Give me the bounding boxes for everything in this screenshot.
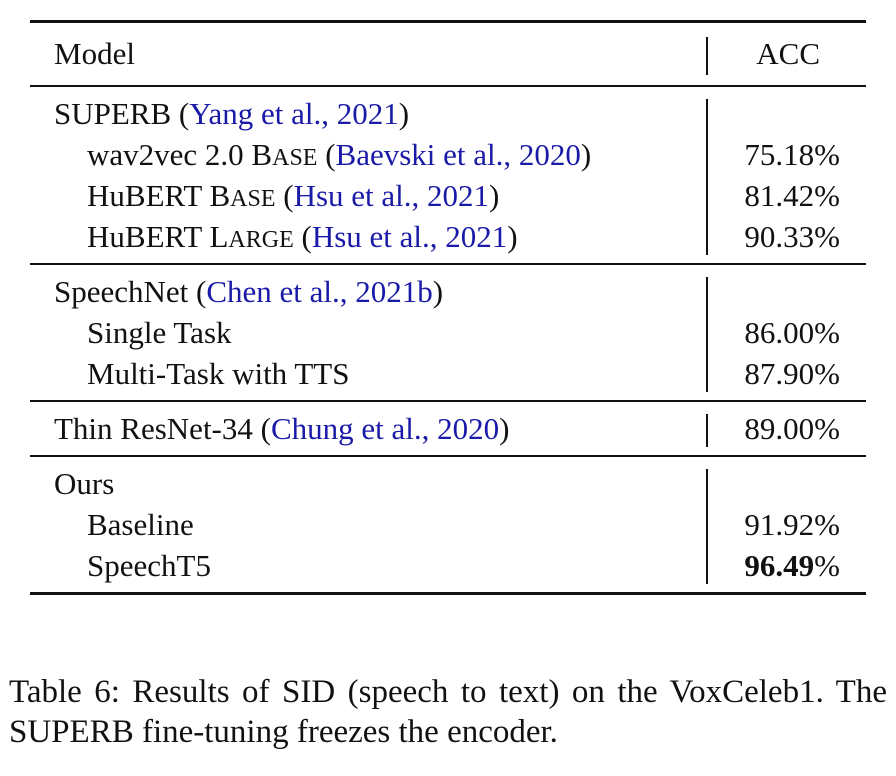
header-model: Model [54, 36, 135, 71]
bottom-rule [30, 592, 866, 595]
group-rule [30, 400, 866, 402]
table-row: Baseline 91.92% [30, 504, 866, 545]
model-name: wav2vec 2.0 [87, 137, 244, 172]
header-acc: ACC [756, 36, 820, 71]
citation-link[interactable]: Hsu et al., 2021 [293, 178, 490, 213]
group-title: Ours [54, 466, 115, 501]
table-row: wav2vec 2.0 BASE (Baevski et al., 2020) … [30, 134, 866, 175]
top-rule [30, 20, 866, 23]
citation-link[interactable]: Hsu et al., 2021 [311, 219, 508, 254]
group-title-row: SpeechNet (Chen et al., 2021b) [54, 274, 444, 309]
header-row: Model ACC [30, 23, 866, 85]
group-title-row: SUPERB (Yang et al., 2021) [54, 96, 410, 131]
group-thin-resnet: Thin ResNet-34 (Chung et al., 2020) 89.0… [30, 402, 866, 455]
table-row: HuBERT LARGE (Hsu et al., 2021) 90.33% [30, 216, 866, 257]
citation-link[interactable]: Chen et al., 2021b [206, 274, 433, 309]
model-variant-rest: ASE [230, 186, 276, 212]
group-title: SUPERB [54, 96, 172, 131]
group-rule [30, 263, 866, 265]
results-table: Model ACC SUPERB (Yang et al., 2021) wav… [30, 20, 866, 595]
acc-number-bold: 96.49 [744, 548, 815, 583]
citation-link[interactable]: Chung et al., 2020 [270, 411, 500, 446]
acc-percent-sign: % [814, 548, 840, 583]
citation-link[interactable]: Baevski et al., 2020 [335, 137, 581, 172]
model-variant-initial: B [251, 137, 273, 172]
table-row: Single Task 86.00% [30, 312, 866, 353]
model-name: HuBERT [87, 219, 202, 254]
group-speechnet: SpeechNet (Chen et al., 2021b) Single Ta… [30, 265, 866, 400]
model-name: Baseline [87, 507, 194, 542]
column-divider [706, 277, 708, 392]
group-rule [30, 455, 866, 457]
column-divider [706, 37, 708, 75]
acc-value: 75.18% [744, 137, 840, 172]
group-title-row: Ours [30, 463, 866, 504]
group-title: Thin ResNet-34 [54, 411, 253, 446]
citation-link[interactable]: Yang et al., 2021 [189, 96, 399, 131]
acc-value-best: 96.49% [744, 545, 840, 586]
table-row: SpeechT5 96.49% [30, 545, 866, 586]
acc-value: 87.90% [744, 356, 840, 391]
table-row: Multi-Task with TTS 87.90% [30, 353, 866, 394]
model-name: SpeechT5 [87, 548, 211, 583]
acc-value: 86.00% [744, 315, 840, 350]
column-divider [706, 99, 708, 255]
acc-value: 89.00% [744, 411, 840, 446]
column-divider [706, 469, 708, 584]
model-name: Multi-Task with TTS [87, 356, 350, 391]
table-row: Thin ResNet-34 (Chung et al., 2020) 89.0… [30, 408, 866, 449]
model-variant-initial: L [209, 219, 229, 254]
table-row: HuBERT BASE (Hsu et al., 2021) 81.42% [30, 175, 866, 216]
model-name: HuBERT [87, 178, 202, 213]
group-title: SpeechNet [54, 274, 189, 309]
acc-value: 90.33% [744, 219, 840, 254]
group-ours: Ours Baseline 91.92% SpeechT5 96.49% [30, 457, 866, 592]
table-caption: Table 6: Results of SID (speech to text)… [9, 674, 887, 750]
column-divider [706, 414, 708, 447]
model-variant-rest: ARGE [228, 227, 294, 253]
group-superb: SUPERB (Yang et al., 2021) wav2vec 2.0 B… [30, 87, 866, 263]
acc-value: 91.92% [744, 507, 840, 542]
header-rule [30, 85, 866, 87]
model-variant-initial: B [209, 178, 231, 213]
model-variant-rest: ASE [272, 145, 318, 171]
model-name: Single Task [87, 315, 232, 350]
acc-value: 81.42% [744, 178, 840, 213]
